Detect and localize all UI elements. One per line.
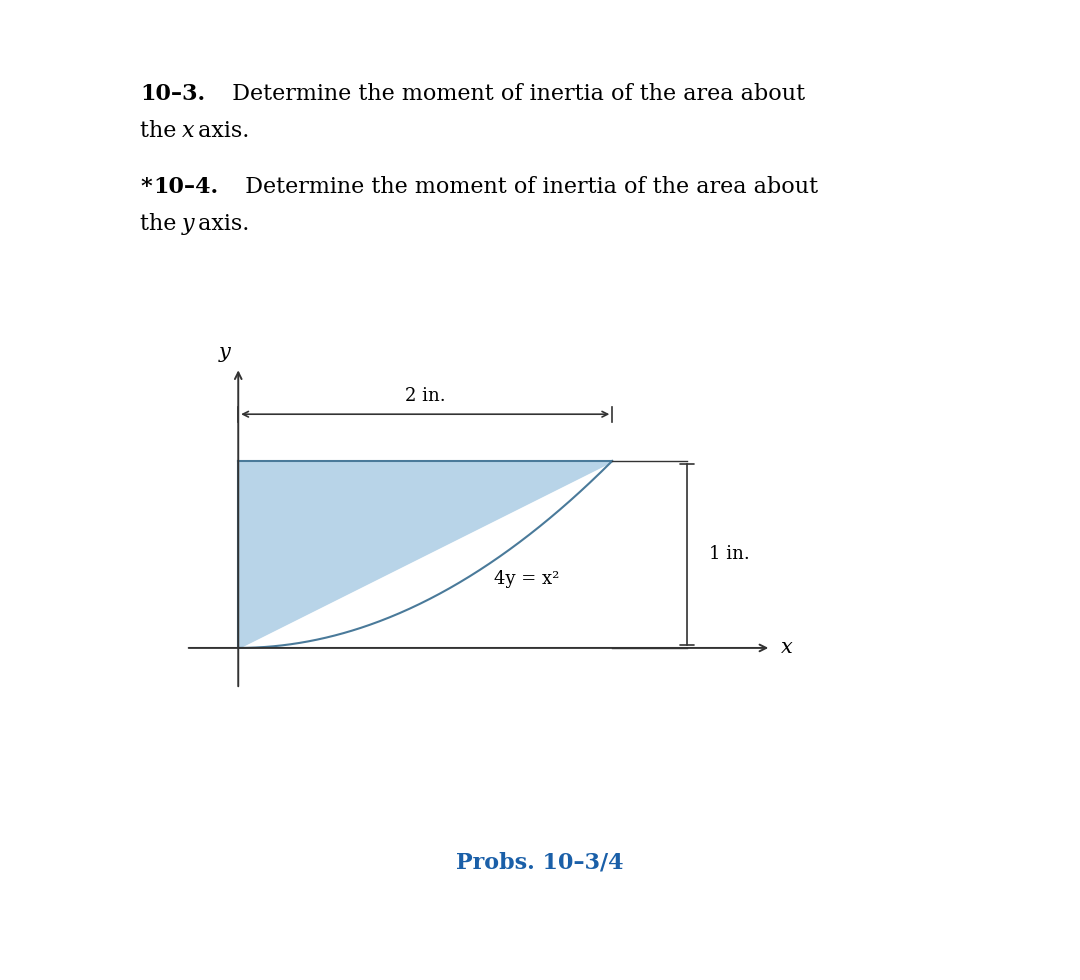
Text: 10–4.: 10–4. (153, 176, 218, 198)
Text: x: x (781, 638, 793, 658)
Text: Probs. 10–3/4: Probs. 10–3/4 (456, 852, 624, 873)
Text: axis.: axis. (191, 120, 249, 141)
Text: Determine the moment of inertia of the area about: Determine the moment of inertia of the a… (231, 176, 819, 198)
Text: the: the (140, 120, 184, 141)
Text: x: x (181, 120, 194, 141)
Text: 2 in.: 2 in. (405, 387, 446, 405)
Text: 1 in.: 1 in. (710, 546, 751, 563)
Text: *: * (140, 176, 152, 198)
Polygon shape (239, 461, 612, 648)
Text: Determine the moment of inertia of the area about: Determine the moment of inertia of the a… (218, 83, 806, 105)
Text: the: the (140, 213, 184, 234)
Text: 4y = x²: 4y = x² (495, 570, 559, 588)
Text: 10–3.: 10–3. (140, 83, 205, 105)
Text: y: y (219, 343, 231, 362)
Text: axis.: axis. (191, 213, 249, 234)
Text: y: y (181, 213, 194, 234)
